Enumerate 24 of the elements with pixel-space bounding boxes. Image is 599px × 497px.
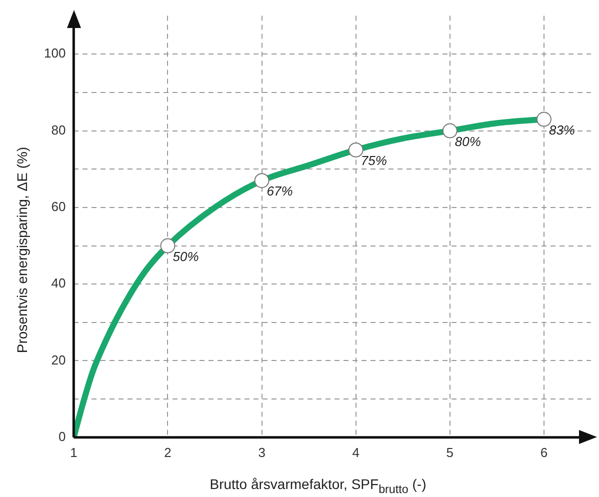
point	[442, 123, 458, 138]
x-tick-label: 2	[164, 444, 172, 460]
data-label: 75%	[360, 153, 387, 168]
y-tick-label: 0	[58, 428, 66, 444]
x-tick-label: 4	[352, 444, 360, 460]
x-axis-title: Brutto årsvarmefaktor, SPF$_{brutto}$ (-)	[210, 476, 426, 496]
y-tick-label: 100	[44, 46, 66, 61]
data-label: 67%	[266, 184, 293, 199]
data-label: 80%	[454, 134, 481, 149]
y-tick-label: 60	[51, 199, 66, 214]
point	[160, 238, 176, 254]
point	[348, 142, 364, 158]
y-tick-label: 80	[51, 122, 66, 138]
point	[254, 173, 270, 188]
point	[536, 112, 552, 127]
y-tick-label: 20	[51, 352, 66, 368]
y-axis-title: Prosentvis energisparing, ΔE (%)	[14, 146, 30, 354]
data-label: 50%	[172, 248, 199, 264]
y-tick-label: 40	[51, 276, 66, 291]
data-label: 83%	[548, 122, 576, 138]
x-tick-label: 6	[540, 444, 548, 460]
x-tick-label: 1	[70, 444, 78, 460]
x-tick-label: 5	[446, 444, 454, 460]
x-tick-label: 3	[258, 444, 266, 460]
